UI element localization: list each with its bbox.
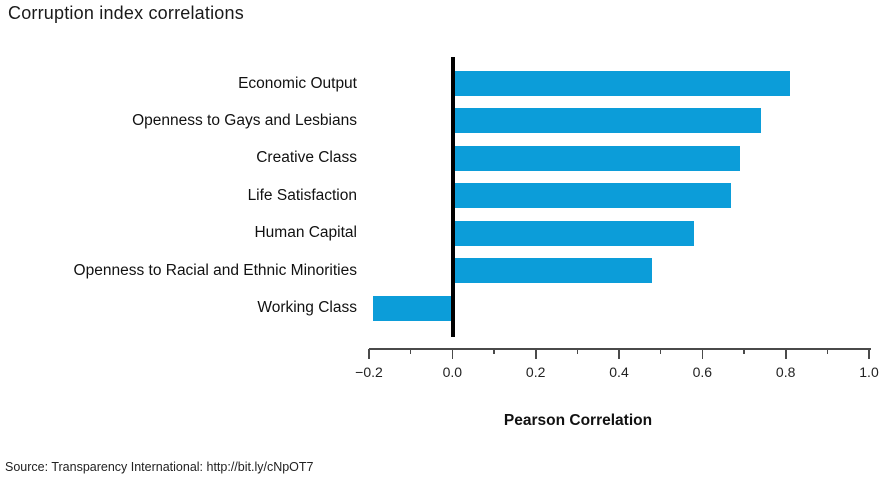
bar bbox=[452, 183, 732, 209]
category-label: Openness to Gays and Lesbians bbox=[132, 111, 357, 129]
source-caption: Source: Transparency International: http… bbox=[5, 460, 314, 474]
x-axis-tick bbox=[868, 349, 870, 359]
x-axis-title: Pearson Correlation bbox=[503, 412, 653, 429]
x-axis-tick bbox=[451, 349, 454, 359]
category-label: Human Capital bbox=[254, 224, 357, 242]
category-label: Life Satisfaction bbox=[247, 186, 357, 204]
x-axis-tick bbox=[701, 349, 704, 359]
x-axis-tick-label: 0.8 bbox=[775, 364, 796, 380]
x-axis-tick-label: 0.6 bbox=[692, 364, 713, 380]
x-axis-tick-label: −0.2 bbox=[355, 364, 383, 380]
x-axis-tick-label: 0.0 bbox=[442, 364, 463, 380]
x-axis-tick-label: 0.2 bbox=[525, 364, 546, 380]
x-axis-minor-tick bbox=[576, 349, 579, 354]
x-axis-tick-label: 1.0 bbox=[859, 364, 879, 380]
category-label: Creative Class bbox=[256, 149, 357, 167]
x-axis-line bbox=[369, 348, 871, 350]
x-axis-tick-label: 0.4 bbox=[609, 364, 629, 380]
x-axis-minor-tick bbox=[826, 349, 829, 354]
bar bbox=[452, 220, 694, 246]
bar bbox=[452, 108, 761, 134]
x-axis-tick bbox=[784, 349, 787, 359]
category-label: Openness to Racial and Ethnic Minorities bbox=[73, 261, 357, 279]
bar bbox=[373, 295, 453, 321]
x-axis-minor-tick bbox=[743, 349, 745, 354]
x-axis-tick bbox=[618, 349, 620, 359]
x-axis-minor-tick bbox=[660, 349, 662, 354]
x-axis-tick bbox=[368, 349, 370, 359]
bar bbox=[452, 71, 790, 96]
zero-baseline bbox=[450, 57, 455, 337]
x-axis-tick bbox=[534, 349, 537, 359]
category-label: Working Class bbox=[257, 299, 357, 317]
x-axis-minor-tick bbox=[410, 349, 412, 354]
x-axis-minor-tick bbox=[493, 349, 495, 354]
category-label: Economic Output bbox=[238, 74, 357, 92]
chart-title: Corruption index correlations bbox=[8, 3, 244, 23]
bar bbox=[452, 258, 653, 284]
bar bbox=[452, 145, 740, 171]
